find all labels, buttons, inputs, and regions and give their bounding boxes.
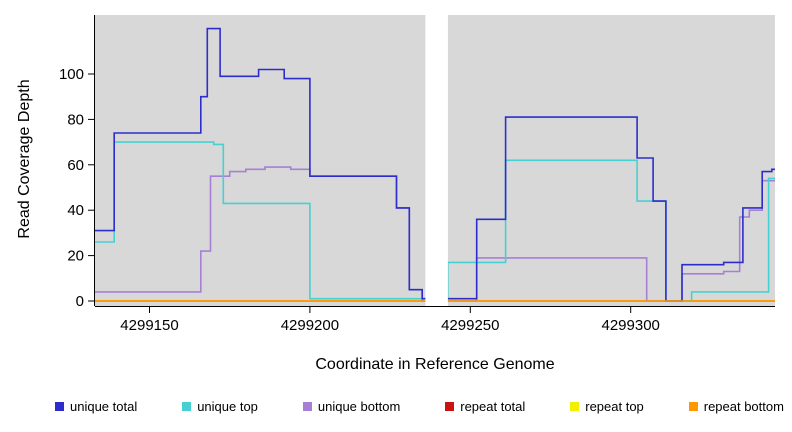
legend-item-repeat-bottom: repeat bottom: [688, 399, 784, 414]
legend-swatch-repeat-top: [570, 402, 580, 411]
legend-item-repeat-top: repeat top: [570, 399, 644, 414]
y-tick-label: 40: [67, 202, 84, 219]
legend-swatch-unique-bottom: [302, 402, 312, 411]
legend-label: unique total: [70, 399, 138, 414]
y-tick-label: 80: [67, 111, 84, 128]
legend: unique total unique top unique bottom repea…: [55, 399, 784, 414]
legend-item-unique-bottom: unique bottom: [302, 399, 401, 414]
legend-label: unique top: [197, 399, 258, 414]
legend-label: repeat bottom: [703, 399, 784, 414]
legend-item-repeat-total: repeat total: [445, 399, 525, 414]
y-tick-label: 20: [67, 248, 84, 265]
coverage-gap-band: [425, 10, 448, 306]
x-tick-label: 4299250: [441, 317, 499, 334]
legend-label: repeat total: [460, 399, 526, 414]
x-axis-label: Coordinate in Reference Genome: [315, 356, 555, 373]
legend-swatch-repeat-total: [445, 402, 455, 411]
legend-item-unique-total: unique total: [55, 399, 137, 414]
legend-label: unique bottom: [317, 399, 401, 414]
x-tick-label: 4299150: [120, 317, 178, 334]
y-tick-label: 60: [67, 157, 84, 174]
y-axis-label: Read Coverage Depth: [16, 79, 33, 239]
legend-item-unique-top: unique top: [182, 399, 258, 414]
x-tick-label: 4299300: [601, 317, 659, 334]
legend-label: repeat top: [585, 399, 644, 414]
legend-swatch-unique-total: [55, 402, 64, 411]
series-unique-total: [95, 27, 775, 302]
x-tick-label: 4299200: [281, 317, 339, 334]
y-tick-label: 100: [59, 66, 84, 83]
legend-swatch-unique-top: [182, 402, 192, 411]
y-tick-label: 0: [76, 293, 84, 310]
legend-swatch-repeat-bottom: [688, 402, 698, 411]
